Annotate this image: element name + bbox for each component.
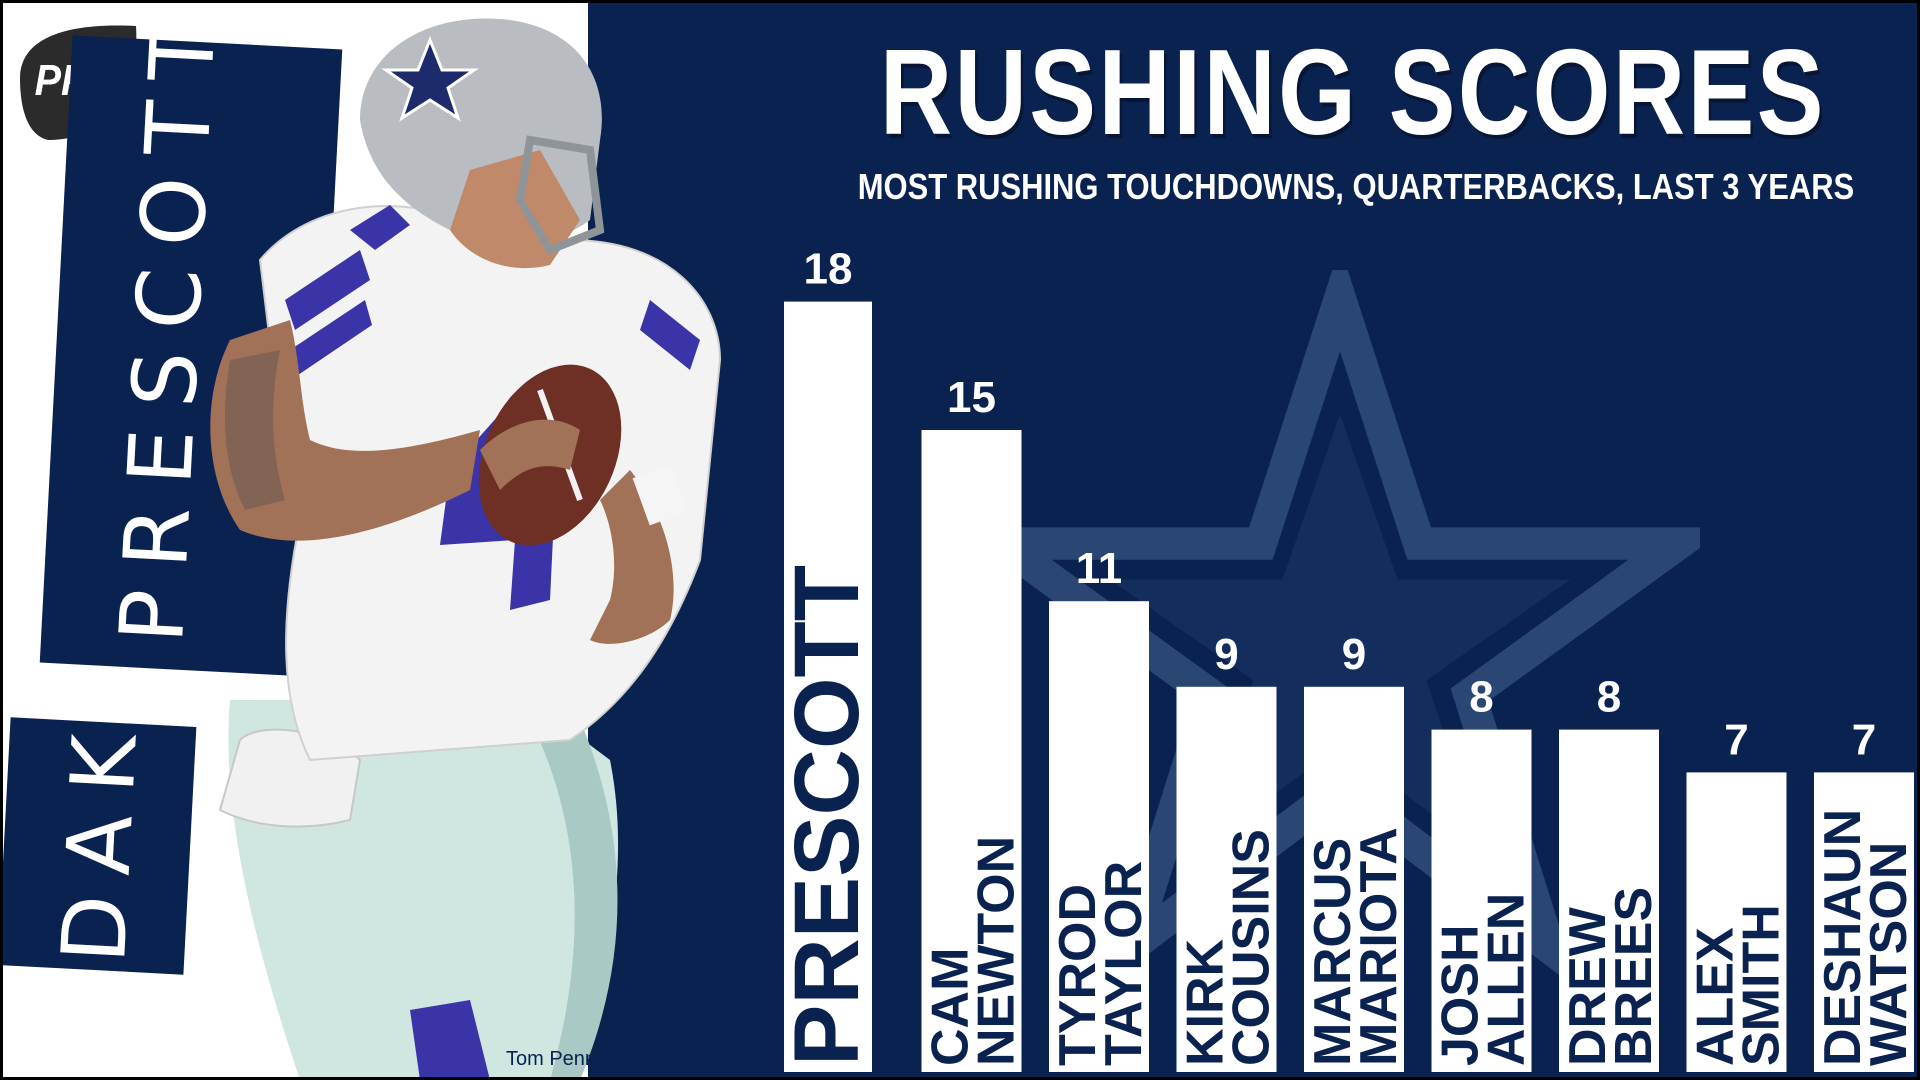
category-label-8-1: ALEX — [1687, 927, 1745, 1066]
value-label-5: 9 — [1342, 630, 1366, 679]
bar-8 — [1686, 772, 1787, 1072]
category-label-4-2: COUSINS — [1223, 829, 1281, 1066]
player-photo — [210, 18, 722, 1080]
category-label-6-1: JOSH — [1432, 924, 1490, 1066]
bar-2 — [921, 430, 1022, 1072]
category-label-8-2: SMITH — [1733, 904, 1791, 1066]
bar-5 — [1304, 686, 1404, 1072]
category-label-7-1: DREW — [1559, 906, 1617, 1066]
bar-6 — [1431, 729, 1532, 1072]
bar-3 — [1049, 601, 1149, 1072]
category-label-9-2: WATSON — [1860, 842, 1918, 1066]
value-label-1: 18 — [804, 245, 853, 294]
category-label-4-1: KIRK — [1177, 938, 1235, 1066]
category-label-7-2: BREES — [1605, 887, 1663, 1066]
value-label-9: 7 — [1852, 715, 1876, 764]
value-label-8: 7 — [1724, 715, 1748, 764]
category-label-9-1: DESHAUN — [1814, 809, 1872, 1066]
value-label-6: 8 — [1469, 673, 1493, 722]
category-label-3-1: TYROD — [1049, 884, 1107, 1066]
bar-1 — [784, 301, 872, 1073]
category-label-6-2: ALLEN — [1478, 893, 1536, 1066]
category-label-5-1: MARCUS — [1304, 838, 1362, 1066]
bar-9 — [1814, 772, 1914, 1072]
value-label-2: 15 — [947, 373, 996, 422]
value-label-3: 11 — [1076, 544, 1123, 593]
bar-4 — [1176, 686, 1277, 1072]
bar-7 — [1559, 729, 1659, 1072]
photo-credit: Tom Pennington/Getty Images — [506, 1048, 776, 1070]
category-label-5-2: MARIOTA — [1350, 827, 1408, 1066]
value-label-4: 9 — [1214, 630, 1238, 679]
category-label-2-1: CAM — [922, 948, 980, 1066]
chart-subtitle: MOST RUSHING TOUCHDOWNS, QUARTERBACKS, L… — [857, 166, 1855, 207]
chart-title: RUSHING SCORES — [879, 24, 1826, 160]
category-label-3-2: TAYLOR — [1095, 861, 1153, 1066]
category-label-1-1: PRESCOTT — [776, 565, 878, 1066]
category-label-2-2: NEWTON — [968, 836, 1026, 1066]
value-label-7: 8 — [1597, 673, 1621, 722]
